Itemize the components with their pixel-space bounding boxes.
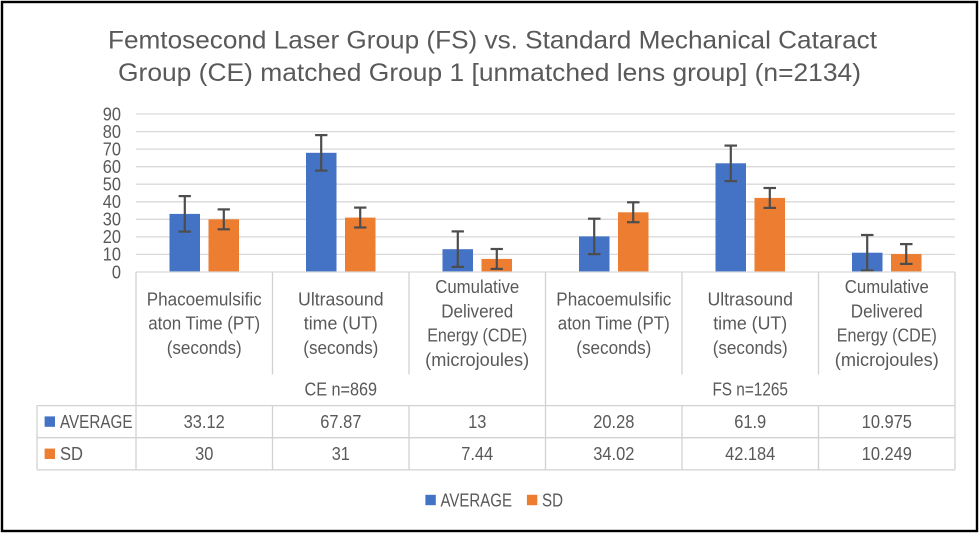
svg-text:50: 50 [103,175,121,195]
svg-text:FS n=1265: FS n=1265 [712,380,788,400]
svg-text:time (UT): time (UT) [304,314,378,334]
svg-text:20.28: 20.28 [593,412,634,432]
svg-text:33.12: 33.12 [184,412,225,432]
svg-text:67.87: 67.87 [320,412,361,432]
svg-text:42.184: 42.184 [725,444,775,464]
svg-text:34.02: 34.02 [593,444,634,464]
svg-text:Phacoemulsific: Phacoemulsific [147,289,262,309]
svg-text:10: 10 [103,245,121,265]
svg-text:(seconds): (seconds) [576,338,651,358]
svg-text:Femtosecond Laser Group (FS) v: Femtosecond Laser Group (FS) vs. Standar… [108,27,877,55]
svg-text:CE n=869: CE n=869 [305,380,378,400]
svg-text:SD: SD [60,444,83,464]
svg-text:90: 90 [103,104,121,124]
svg-text:(microjoules): (microjoules) [425,350,529,370]
svg-text:(seconds): (seconds) [713,338,788,358]
svg-text:Delivered: Delivered [441,301,513,321]
svg-text:SD: SD [542,490,563,510]
svg-text:10.975: 10.975 [862,412,912,432]
svg-text:61.9: 61.9 [734,412,766,432]
svg-text:AVERAGE: AVERAGE [60,412,133,432]
svg-text:7.44: 7.44 [461,444,493,464]
svg-text:(seconds): (seconds) [167,338,242,358]
svg-text:Energy (CDE): Energy (CDE) [837,326,937,346]
svg-text:31: 31 [332,444,350,464]
svg-text:10.249: 10.249 [862,444,912,464]
svg-text:Cumulative: Cumulative [435,277,519,297]
svg-text:Energy (CDE): Energy (CDE) [427,326,527,346]
svg-text:40: 40 [103,192,121,212]
svg-text:20: 20 [103,227,121,247]
svg-text:(seconds): (seconds) [303,338,378,358]
svg-text:Group (CE) matched Group 1 [un: Group (CE) matched Group 1 [unmatched le… [118,59,861,87]
svg-text:0: 0 [112,262,121,282]
svg-text:70: 70 [103,139,121,159]
svg-text:aton Time (PT): aton Time (PT) [558,314,670,334]
svg-text:Ultrasound: Ultrasound [298,289,384,309]
svg-text:(microjoules): (microjoules) [835,350,939,370]
svg-text:AVERAGE: AVERAGE [441,490,513,510]
svg-text:30: 30 [195,444,213,464]
svg-text:60: 60 [103,157,121,177]
svg-text:80: 80 [103,122,121,142]
svg-text:Delivered: Delivered [851,301,923,321]
svg-text:Ultrasound: Ultrasound [707,289,793,309]
svg-text:Cumulative: Cumulative [845,277,929,297]
svg-text:Phacoemulsific: Phacoemulsific [556,289,671,309]
svg-text:13: 13 [468,412,486,432]
svg-text:time (UT): time (UT) [713,314,787,334]
svg-text:aton Time (PT): aton Time (PT) [148,314,260,334]
svg-text:30: 30 [103,210,121,230]
